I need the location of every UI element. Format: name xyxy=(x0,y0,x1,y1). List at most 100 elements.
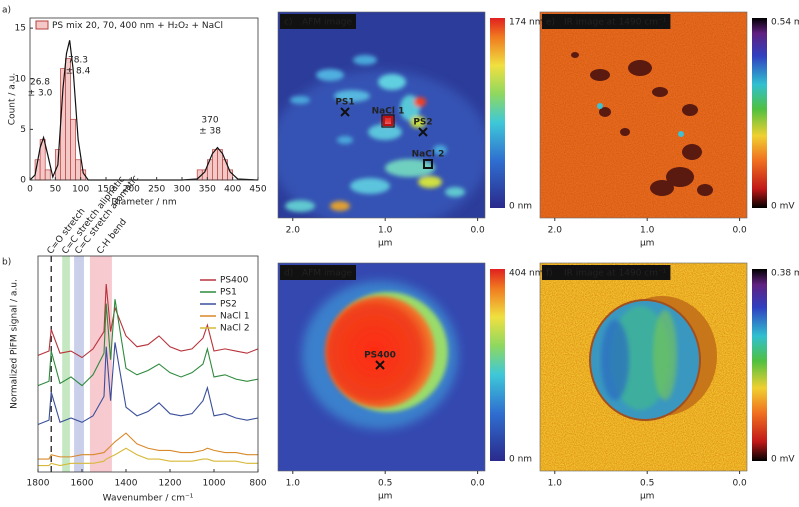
legend-label: NaCl 1 xyxy=(220,312,250,322)
spectrum-line xyxy=(37,284,259,359)
x-axis-label: µm xyxy=(378,492,393,502)
bar xyxy=(75,159,82,181)
colorbar-min: 0 nm xyxy=(509,455,532,465)
spectrum-line xyxy=(37,299,259,387)
panel-label: a) xyxy=(2,6,11,16)
annotation: 370 xyxy=(201,116,218,126)
x-tick-label: 0.0 xyxy=(470,479,485,489)
legend-label: PS1 xyxy=(220,288,237,298)
x-tick-label: 300 xyxy=(173,185,190,195)
title-box xyxy=(542,265,671,280)
x-tick-label: 0.5 xyxy=(378,479,392,489)
x-tick-label: 50 xyxy=(50,185,62,195)
ir-image-f xyxy=(540,263,747,471)
marker-label: PS400 xyxy=(364,351,396,361)
annotation: 78.3 xyxy=(68,56,88,66)
x-tick-label: 150 xyxy=(97,185,114,195)
colorbar xyxy=(752,269,767,461)
image-title: AFM image xyxy=(302,269,352,279)
afm-image-d xyxy=(278,263,485,471)
image-frame xyxy=(539,11,748,219)
x-tick-label: 1800 xyxy=(27,479,50,489)
x-tick-label: 2.0 xyxy=(548,226,563,236)
x-tick-label: 0.0 xyxy=(732,479,747,489)
colorbar-min: 0 mV xyxy=(771,455,795,465)
title-box xyxy=(280,14,356,29)
y-tick-label: 10 xyxy=(15,74,27,84)
annotation: ± 38 xyxy=(199,127,221,137)
colorbar xyxy=(490,269,505,461)
axes-frame xyxy=(29,17,259,181)
x-tick-label: 1.0 xyxy=(548,479,563,489)
marker-label: NaCl 1 xyxy=(372,107,405,117)
x-tick-label: 450 xyxy=(249,185,266,195)
bar xyxy=(70,118,76,181)
marker-x xyxy=(375,360,385,370)
x-tick-label: 1.0 xyxy=(378,226,393,236)
y-axis-label: Count / a.u. xyxy=(8,73,18,125)
legend-label: NaCl 2 xyxy=(220,324,250,334)
y-tick-label: 15 xyxy=(15,24,26,34)
marker-label: PS1 xyxy=(335,98,354,108)
bar xyxy=(212,149,218,181)
spectrum-line xyxy=(38,432,258,460)
afm-image-c xyxy=(278,12,485,218)
bar xyxy=(44,169,51,181)
legend-patch xyxy=(35,20,49,30)
legend-label: PS2 xyxy=(220,300,237,310)
annotation: 26.8 xyxy=(30,78,50,88)
legend-label: PS400 xyxy=(220,276,249,286)
panel-label: b) xyxy=(2,258,11,268)
colorbar-max: 404 nm xyxy=(509,269,544,279)
y-tick-label: 5 xyxy=(20,125,26,135)
marker-square xyxy=(383,116,393,126)
ir-image-e xyxy=(540,12,747,218)
colorbar-max: 174 nm xyxy=(509,18,544,28)
panel-label: f) xyxy=(546,269,553,279)
image-frame xyxy=(539,262,748,472)
x-tick-label: 1400 xyxy=(115,479,138,489)
colorbar xyxy=(490,18,505,208)
marker-x xyxy=(418,127,428,137)
annotation: ± 8.4 xyxy=(66,67,91,77)
annotation: ± 3.0 xyxy=(28,89,53,99)
spectrum-line xyxy=(38,447,258,467)
band xyxy=(74,256,84,472)
band-label: C=C stretch aliphatic xyxy=(61,175,128,257)
x-tick-label: 1200 xyxy=(159,479,182,489)
panel-label: e) xyxy=(546,18,555,28)
x-axis-label: µm xyxy=(378,239,393,249)
x-tick-label: 800 xyxy=(249,479,266,489)
x-tick-label: 1.0 xyxy=(286,479,301,489)
x-tick-label: 200 xyxy=(123,185,140,195)
marker-x xyxy=(340,107,350,117)
x-tick-label: 1600 xyxy=(71,479,94,489)
x-tick-label: 250 xyxy=(148,185,165,195)
panel-label: d) xyxy=(284,269,293,279)
x-axis-label: µm xyxy=(640,239,655,249)
x-tick-label: 0 xyxy=(27,185,33,195)
y-tick-label: 0 xyxy=(20,176,26,186)
legend-label: PS mix 20, 70, 400 nm + H₂O₂ + NaCl xyxy=(52,21,223,31)
x-axis-label: µm xyxy=(640,492,655,502)
image-title: IR image at 1490 cm⁻¹ xyxy=(564,18,667,28)
marker-label: PS2 xyxy=(413,118,432,128)
colorbar xyxy=(752,18,767,208)
panel-label: c) xyxy=(284,18,292,28)
image-title: IR image at 1490 cm⁻¹ xyxy=(564,269,667,279)
x-tick-label: 2.0 xyxy=(286,226,301,236)
band xyxy=(62,256,70,472)
x-axis-label: Diameter / nm xyxy=(111,198,176,208)
x-tick-label: 0.0 xyxy=(470,226,485,236)
image-frame xyxy=(277,262,486,472)
fit-curve xyxy=(29,40,259,181)
image-title: AFM image xyxy=(302,18,352,28)
spectrum-line xyxy=(37,342,259,425)
x-tick-label: 350 xyxy=(199,185,216,195)
image-frame xyxy=(277,11,486,219)
x-tick-label: 400 xyxy=(224,185,241,195)
x-axis-label: Wavenumber / cm⁻¹ xyxy=(103,494,194,504)
band xyxy=(89,256,112,472)
colorbar-min: 0 nm xyxy=(509,202,532,212)
